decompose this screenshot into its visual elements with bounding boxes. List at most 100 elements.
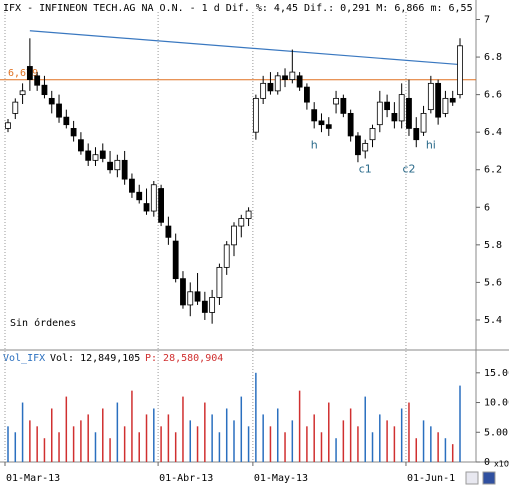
candle-body (252, 97, 259, 133)
volume-bar (211, 414, 213, 462)
candle-body (369, 128, 376, 141)
volume-bar (400, 408, 403, 462)
y-tick-label: 5.6 (484, 277, 502, 288)
volume-bar (349, 408, 352, 462)
volume-bar (65, 396, 68, 462)
x-tick-label: 01-Jun-1 (407, 473, 455, 484)
note: Sin órdenes (10, 317, 76, 329)
candle-body (165, 225, 172, 238)
volume-bar (123, 426, 126, 462)
volume-bar (29, 420, 31, 462)
volume-bar (182, 396, 184, 462)
candle-body (289, 71, 296, 81)
y-tick-label: 6.2 (484, 165, 502, 176)
volume-bar (451, 444, 454, 462)
candle-body (63, 116, 70, 126)
candle-body (180, 278, 186, 306)
volume-bar (21, 402, 24, 462)
volume-bar (204, 402, 206, 462)
volume-bar (225, 408, 228, 462)
candle-body (449, 97, 456, 103)
candle-body (311, 109, 318, 122)
candle-body (274, 75, 281, 92)
volume-stat-p: P: 28,580,904 (145, 353, 223, 364)
volume-title: Vol_IFX (3, 353, 45, 364)
candle-body (296, 75, 303, 88)
volume-bar (328, 402, 330, 462)
tool-icon[interactable] (465, 471, 479, 485)
candle-body (107, 161, 113, 171)
annotation: c1 (359, 163, 372, 176)
volume-bar (291, 420, 294, 462)
save-icon[interactable] (482, 471, 496, 485)
candle-body (216, 266, 223, 298)
candle-body (129, 178, 135, 193)
volume-bar (422, 420, 425, 462)
candle-body (41, 84, 48, 96)
candle-body (231, 225, 237, 246)
candle-body (194, 291, 201, 302)
volume-bar (58, 432, 60, 462)
candle-body (435, 82, 442, 118)
volume-bar (174, 432, 177, 462)
candle-body (121, 159, 128, 180)
volume-bar (284, 432, 286, 462)
candle-body (238, 218, 245, 227)
volume-bar (459, 385, 461, 462)
chart-title: IFX - INFINEON TECH.AG NA O.N. - 1 d Dif… (3, 3, 473, 14)
candle-body (318, 120, 325, 126)
x-tick-label: 01-May-13 (254, 473, 308, 484)
candle-body (114, 159, 121, 171)
candle-body (92, 154, 99, 161)
volume-bar (320, 432, 323, 462)
volume-bar (415, 438, 418, 462)
volume-bar (145, 414, 148, 462)
volume-bar (393, 426, 396, 462)
candle-body (19, 90, 26, 96)
x-tick-label: 01-Mar-13 (6, 473, 60, 484)
candle-body (201, 300, 208, 313)
y-tick-label: 15.00 (484, 368, 509, 379)
y-tick-label: 6.8 (484, 52, 502, 63)
volume-bar (218, 432, 221, 462)
volume-bar (262, 414, 264, 462)
level-label: 6,679 (8, 68, 38, 79)
volume-bar (43, 438, 46, 462)
candle-body (398, 94, 405, 122)
volume-bar (233, 420, 235, 462)
volume-bar (386, 420, 388, 462)
candle-body (384, 101, 390, 111)
volume-bar (298, 390, 301, 462)
volume-bar (371, 432, 374, 462)
candle-body (376, 101, 383, 126)
annotation: c2 (402, 163, 415, 176)
x-tick-label: 01-Abr-13 (159, 473, 213, 484)
volume-bar (109, 438, 111, 462)
volume-bar (379, 414, 381, 462)
candle-body (5, 122, 11, 129)
candle-body (427, 82, 434, 111)
volume-bar (444, 438, 447, 462)
candle-body (85, 150, 92, 161)
candle-body (420, 113, 427, 133)
candle-body (347, 113, 354, 137)
candle-body (143, 203, 150, 212)
candle-body (391, 113, 398, 122)
volume-bar (94, 432, 97, 462)
candle-body (78, 139, 84, 152)
volume-bar (313, 414, 315, 462)
volume-bar (269, 426, 272, 462)
volume-bar (276, 408, 279, 462)
y-tick-label: 5.00 (484, 427, 508, 438)
volume-bar (196, 426, 199, 462)
candle-body (282, 75, 288, 80)
candle-body (260, 82, 267, 99)
candle-body (457, 45, 463, 96)
volume-bar (160, 426, 162, 462)
candle-body (413, 128, 420, 141)
volume-bar (50, 408, 53, 462)
volume-bar (364, 396, 366, 462)
volume-bar (335, 438, 337, 462)
